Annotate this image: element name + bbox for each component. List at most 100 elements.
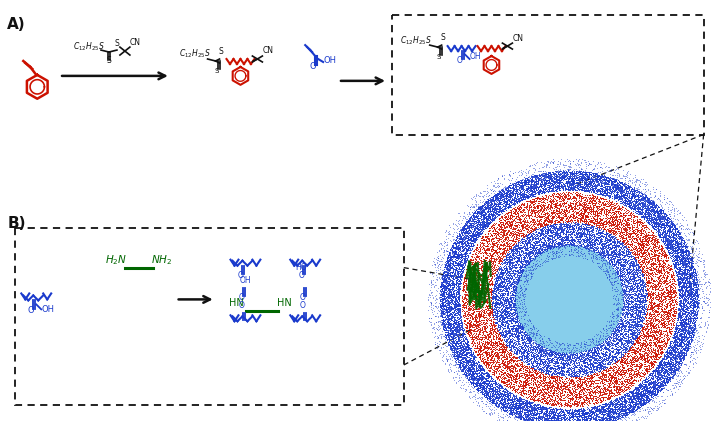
Point (613, 327, 624, 333)
Point (614, 394, 626, 401)
Point (506, 389, 517, 396)
Point (612, 314, 623, 320)
Point (503, 203, 515, 210)
Point (583, 182, 595, 189)
Point (564, 351, 575, 358)
Point (543, 412, 555, 418)
Point (509, 404, 520, 411)
Point (628, 348, 639, 354)
Point (557, 384, 568, 391)
Point (624, 338, 635, 345)
Point (597, 341, 608, 348)
Point (470, 333, 481, 339)
Point (540, 176, 551, 183)
Point (526, 191, 538, 197)
Point (659, 218, 671, 225)
Point (521, 379, 533, 386)
Point (624, 391, 635, 397)
Point (459, 364, 470, 371)
Point (632, 261, 643, 268)
Point (535, 242, 546, 249)
Point (463, 361, 474, 368)
Point (683, 259, 694, 266)
Point (520, 203, 532, 210)
Point (535, 174, 547, 181)
Point (619, 313, 631, 320)
Point (686, 290, 697, 297)
Point (481, 219, 492, 226)
Point (652, 213, 664, 219)
Point (671, 220, 682, 227)
Point (501, 190, 513, 197)
Point (555, 350, 567, 357)
Point (479, 225, 491, 232)
Point (639, 305, 651, 312)
Point (533, 180, 544, 187)
Point (671, 304, 682, 310)
Point (629, 384, 641, 391)
Point (436, 307, 447, 314)
Point (664, 211, 676, 218)
Point (467, 243, 478, 250)
Point (641, 303, 652, 309)
Point (580, 231, 591, 237)
Point (658, 373, 669, 380)
Point (438, 302, 449, 309)
Point (545, 242, 557, 249)
Point (619, 220, 631, 227)
Point (600, 205, 611, 212)
Point (660, 276, 671, 283)
Point (491, 339, 502, 346)
Point (608, 191, 619, 197)
Point (456, 361, 468, 368)
Point (548, 386, 560, 393)
Point (650, 332, 661, 338)
Point (502, 358, 513, 365)
Point (514, 187, 525, 194)
Point (650, 368, 661, 375)
Point (604, 185, 616, 192)
Point (498, 336, 510, 343)
Point (505, 357, 516, 364)
Point (503, 270, 515, 277)
Point (452, 272, 464, 279)
Point (483, 386, 495, 392)
Point (667, 290, 679, 296)
Point (576, 349, 587, 356)
Point (546, 227, 557, 234)
Point (522, 255, 533, 261)
Point (429, 324, 440, 330)
Point (574, 226, 585, 232)
Point (506, 396, 518, 402)
Point (579, 198, 590, 205)
Point (488, 399, 499, 405)
Point (624, 202, 635, 208)
Point (603, 255, 614, 261)
Point (673, 248, 684, 255)
Point (650, 215, 661, 222)
Point (656, 303, 667, 309)
Point (555, 388, 566, 395)
Point (472, 253, 483, 260)
Point (496, 214, 507, 221)
Point (452, 300, 464, 307)
Point (562, 359, 573, 366)
Point (476, 258, 487, 265)
Point (534, 243, 545, 250)
Point (497, 192, 508, 199)
Point (569, 184, 580, 191)
Point (669, 356, 680, 362)
Point (530, 184, 541, 190)
Point (627, 245, 639, 252)
Point (502, 397, 513, 403)
Point (578, 226, 590, 232)
Point (595, 419, 607, 421)
Point (498, 297, 510, 304)
Point (518, 406, 529, 413)
Point (506, 254, 517, 261)
Point (626, 306, 637, 313)
Point (648, 253, 659, 259)
Point (602, 329, 613, 336)
Point (510, 372, 521, 379)
Point (569, 370, 580, 377)
